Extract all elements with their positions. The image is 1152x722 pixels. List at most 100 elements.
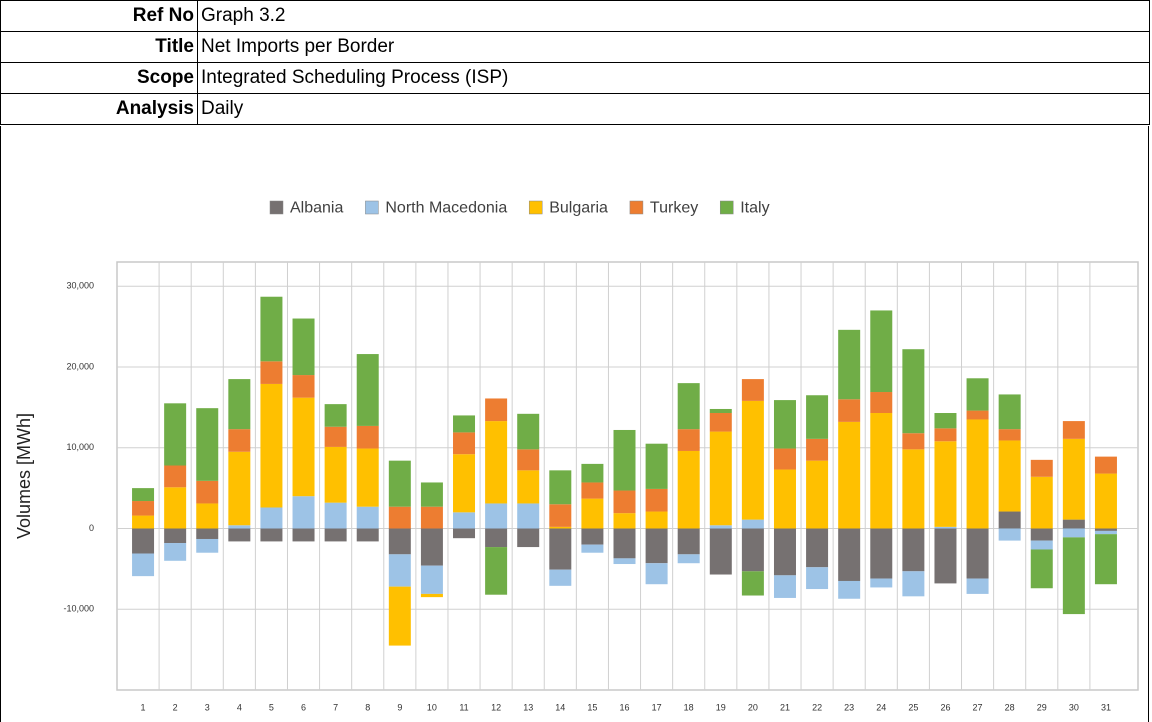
x-tick-label: 27 [973,702,983,712]
bar-segment [260,296,283,362]
x-tick-label: 22 [812,702,822,712]
legend-swatch [629,200,644,215]
bar-segment [324,426,347,447]
bar-segment [870,310,893,393]
bar-segment [549,526,572,529]
bar-segment [1030,476,1053,529]
bar-segment [613,429,636,491]
bar-segment [228,379,251,430]
legend-label: Italy [740,200,769,217]
bar-segment [902,449,925,529]
bar-segment [260,528,283,542]
bar-segment [388,586,411,646]
bar-segment [902,528,925,572]
bar-segment [966,410,989,420]
bar-segment [934,413,957,429]
bar-segment [196,480,219,504]
bar-segment [709,413,732,432]
bar-segment [420,528,443,566]
bar-segment [870,578,893,588]
bar-segment [741,400,764,520]
bar-segment [356,528,379,542]
bar-segment [356,448,379,507]
y-tick-label: -10,000 [63,604,94,614]
bar-segment [356,506,379,529]
bar-segment [966,578,989,594]
bar-segment [132,515,155,529]
bar-segment [806,395,829,439]
bar-segment [453,512,476,529]
bar-segment [998,440,1021,512]
legend-label: Turkey [650,200,698,217]
bar-segment [1030,528,1053,541]
bar-segment [164,487,187,529]
bar-segment [228,429,251,452]
x-tick-label: 12 [491,702,501,712]
plot-frame [116,261,1139,691]
legend-label: North Macedonia [385,200,507,217]
x-tick-label: 17 [652,702,662,712]
bar-segment [196,408,219,481]
bar-segment [196,538,219,553]
bar-segment [1062,421,1085,439]
bar-segment [1030,540,1053,550]
legend-swatch [269,200,284,215]
bar-segment [132,553,155,577]
x-tick-label: 30 [1069,702,1079,712]
bar-segment [388,506,411,529]
x-tick-label: 18 [684,702,694,712]
bar-segment [581,528,604,545]
bar-segment [292,496,315,529]
info-row: Title Net Imports per Border [0,31,1150,63]
bar-segment [773,469,796,529]
x-tick-label: 10 [427,702,437,712]
info-label: Ref No [0,0,198,32]
y-tick-label: 20,000 [66,361,94,371]
bar-segment [196,528,219,539]
bar-segment [517,449,540,471]
bar-segment [517,413,540,450]
bar-segment [420,506,443,529]
legend-label: Albania [290,200,343,217]
x-tick-label: 24 [876,702,886,712]
bar-segment [549,504,572,527]
bar-segment [677,554,700,564]
x-tick-label: 2 [173,702,178,712]
bar-segment [645,488,668,512]
bar-segment [838,399,861,422]
bar-segment [741,571,764,596]
bar-segment [902,349,925,434]
y-axis-title: Volumes [MWh] [14,413,34,539]
bar-segment [549,470,572,505]
bar-segment [164,543,187,561]
bar-segment [1062,537,1085,615]
bar-segment [196,503,219,529]
bar-segment [613,558,636,565]
x-tick-label: 20 [748,702,758,712]
bar-segment [324,446,347,503]
bar-segment [773,528,796,576]
bar-segment [773,448,796,470]
bar-segment [741,379,764,401]
bar-segment [1094,528,1117,531]
bar-segment [132,488,155,502]
bar-segment [453,454,476,513]
bar-segment [709,525,732,529]
y-tick-label: 30,000 [66,281,94,291]
bar-segment [164,528,187,544]
bar-segment [838,580,861,599]
bar-segment [709,431,732,526]
bar-segment [998,511,1021,529]
bar-segment [613,513,636,529]
bar-segment [709,408,732,414]
x-tick-label: 28 [1005,702,1015,712]
bar-segment [838,528,861,581]
bar-segment [838,329,861,400]
bar-segment [934,428,957,442]
x-tick-label: 21 [780,702,790,712]
x-tick-label: 6 [301,702,306,712]
bar-segment [164,465,187,488]
x-tick-label: 1 [141,702,146,712]
bar-segment [132,528,155,554]
x-tick-label: 7 [333,702,338,712]
